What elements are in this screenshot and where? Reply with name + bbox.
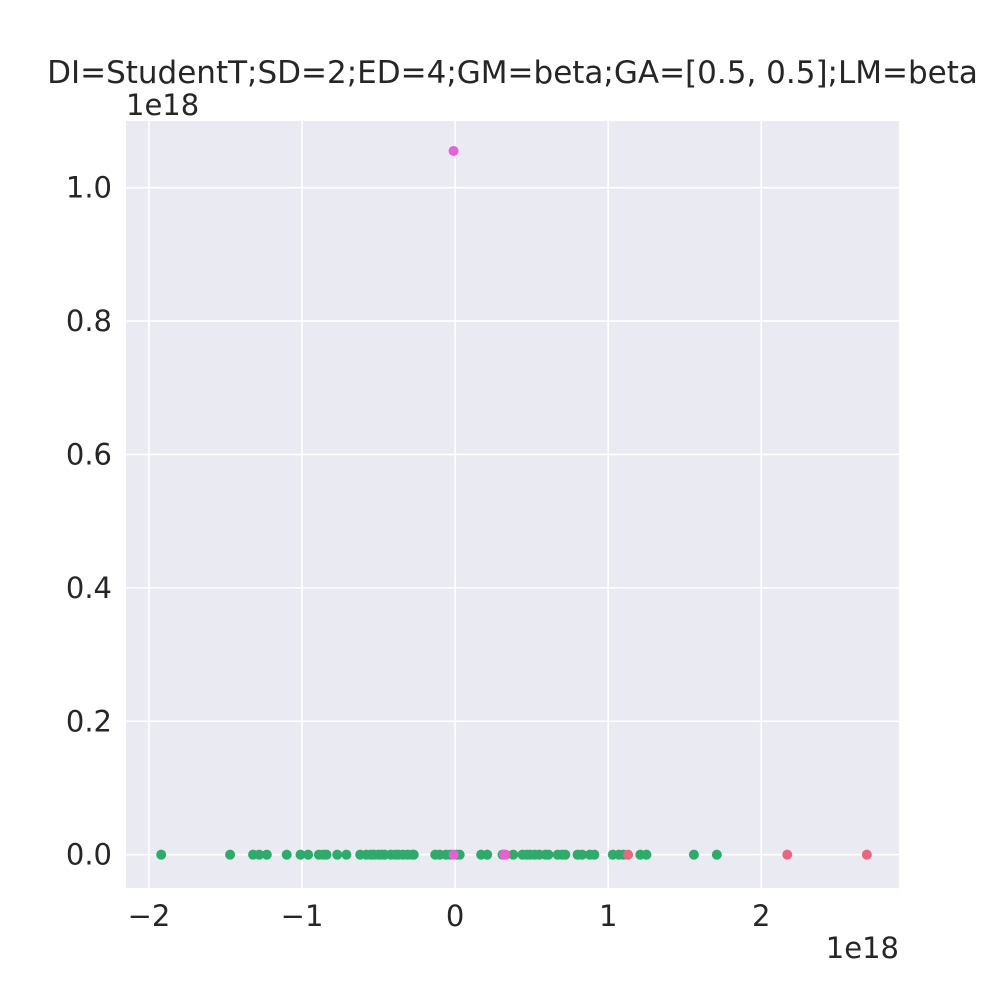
data-point bbox=[543, 849, 554, 860]
y-tick-label: 1.0 bbox=[66, 171, 112, 205]
chart-title: DI=StudentT;SD=2;ED=4;GM=beta;GA=[0.5, 0… bbox=[47, 55, 978, 91]
x-tick-label: −1 bbox=[281, 899, 324, 933]
data-point bbox=[261, 849, 272, 860]
data-point bbox=[711, 849, 722, 860]
y-tick-labels: 0.0 0.2 0.4 0.6 0.8 1.0 bbox=[66, 171, 112, 872]
y-tick-label: 0.4 bbox=[66, 571, 112, 605]
data-point bbox=[641, 849, 652, 860]
data-point bbox=[295, 849, 306, 860]
data-point bbox=[782, 849, 793, 860]
data-point bbox=[408, 849, 419, 860]
x-tick-label: 2 bbox=[752, 899, 770, 933]
x-tick-label: 0 bbox=[446, 899, 464, 933]
plot-background bbox=[126, 121, 899, 888]
y-tick-label: 0.0 bbox=[66, 838, 112, 872]
x-axis-offset-label: 1e18 bbox=[826, 931, 899, 965]
data-point bbox=[577, 849, 588, 860]
data-point bbox=[448, 849, 459, 860]
data-point bbox=[281, 849, 292, 860]
y-tick-label: 0.6 bbox=[66, 437, 112, 471]
data-point bbox=[688, 849, 699, 860]
data-point bbox=[861, 849, 872, 860]
y-tick-label: 0.8 bbox=[66, 304, 112, 338]
data-point bbox=[448, 146, 459, 157]
y-tick-label: 0.2 bbox=[66, 704, 112, 738]
data-point bbox=[482, 849, 493, 860]
x-tick-label: 1 bbox=[599, 899, 617, 933]
data-point bbox=[156, 849, 167, 860]
data-point bbox=[589, 849, 600, 860]
data-point bbox=[508, 849, 519, 860]
data-point bbox=[254, 849, 265, 860]
data-point bbox=[623, 849, 634, 860]
data-point bbox=[341, 849, 352, 860]
data-points bbox=[156, 146, 872, 860]
x-tick-labels: −2 −1 0 1 2 bbox=[128, 899, 771, 933]
y-axis-offset-label: 1e18 bbox=[126, 88, 199, 122]
data-point bbox=[332, 849, 343, 860]
data-point bbox=[321, 849, 332, 860]
x-tick-label: −2 bbox=[128, 899, 171, 933]
data-point bbox=[499, 849, 510, 860]
data-point bbox=[303, 849, 314, 860]
data-point bbox=[225, 849, 236, 860]
data-point bbox=[560, 849, 571, 860]
